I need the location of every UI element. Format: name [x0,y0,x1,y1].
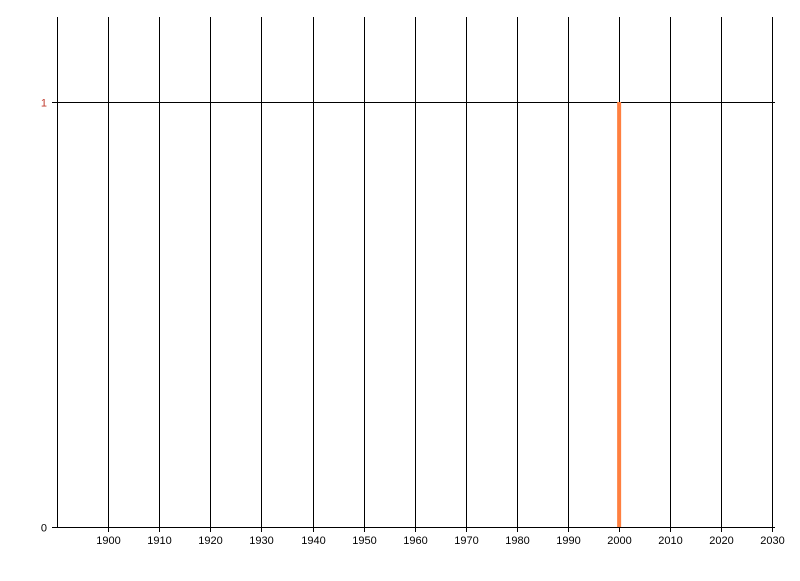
x-tick-label: 1900 [96,535,120,547]
x-tick-label: 1970 [454,535,478,547]
x-tick-label: 2030 [760,535,784,547]
x-tick-label: 2020 [709,535,733,547]
x-tick-label: 1910 [147,535,171,547]
x-tick-label: 1990 [556,535,580,547]
y-tick-label: 0 [41,523,47,535]
x-tick-label: 1940 [301,535,325,547]
x-tick-label: 2010 [658,535,682,547]
x-tick-label: 1930 [249,535,273,547]
x-tick-label: 1920 [198,535,222,547]
x-tick-label: 1960 [403,535,427,547]
x-tick-label: 1950 [352,535,376,547]
bar [617,102,622,527]
x-tick-label: 2000 [607,535,631,547]
y-tick-label: 1 [41,98,47,110]
x-tick-label: 1980 [505,535,529,547]
